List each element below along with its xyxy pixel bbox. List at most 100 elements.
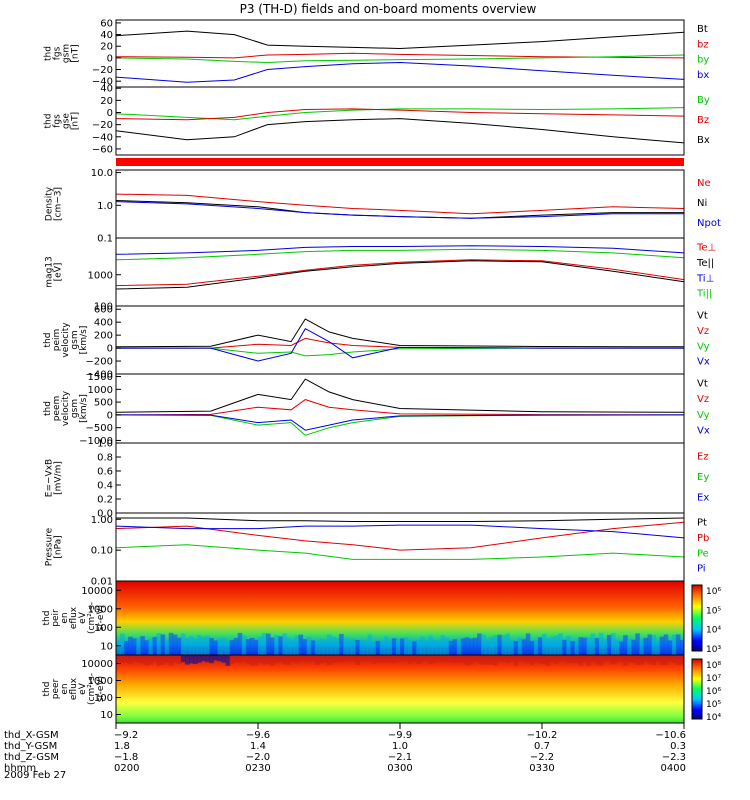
spectrogram-texture [343,655,348,662]
y-tick-label: 0.0 [97,509,113,520]
spectrogram-texture [452,655,458,664]
spectrogram-texture [172,634,178,655]
panel-frame [115,86,685,156]
spectrogram-texture [339,633,344,655]
spectrogram-texture [160,655,166,665]
spectrogram-texture [116,641,121,655]
x-tick-label: −2.3 [662,752,686,763]
spectrogram-texture [610,655,616,665]
spectrogram-texture [517,655,523,661]
spectrogram-texture [651,634,657,655]
spectrogram-texture [197,634,202,655]
spectrogram-texture [282,655,287,665]
legend-e_field-Ez: Ez [697,451,709,462]
spectrogram-texture [525,633,531,655]
spectrogram-texture [193,655,198,665]
x-tick-label: −9.9 [388,730,412,741]
spectrogram-texture [180,633,186,655]
legend-density-Ni: Ni [697,198,707,209]
spectrogram-texture [217,655,222,662]
y-tick-label: 1000 [88,604,113,615]
spectrogram-texture [566,655,571,664]
spectrogram-texture [253,655,259,666]
y-tick-label: 400 [94,318,113,329]
spectrogram-texture [189,655,194,664]
x-tick-label: 1.8 [114,741,130,752]
y-axis-label: thdfgsgse[nT] [44,112,81,130]
y-tick-label: −60 [92,144,113,155]
series-peem_velocity-Vy [115,414,685,436]
spectrogram-texture [558,655,563,661]
y-axis-label-line: [nT] [71,112,81,130]
legend-pressure-Pb: Pb [697,533,709,544]
spectrogram-texture [270,655,275,666]
colorbar [691,584,703,652]
spectrogram-texture [128,655,133,664]
spectrogram-texture [408,640,413,655]
spectrogram-texture [505,633,511,655]
spectrogram-texture [363,655,369,661]
spectrogram-texture [582,655,588,663]
spectrogram-texture [160,634,166,655]
legend-e_field-Ey: Ey [697,472,709,483]
spectrogram-texture [655,655,661,662]
spectrogram-texture [298,655,304,662]
legend-e_field-Ex: Ex [697,493,709,504]
spectrogram-texture [241,655,247,662]
y-axis-label-line: thd [44,114,54,129]
y-axis-label-line: thd [42,682,52,697]
series-density-Ni [115,200,684,219]
spectrogram-texture [176,637,182,655]
spectrogram-texture [400,638,405,655]
y-axis-label-line: thd [42,611,52,626]
y-axis-label-line: (cm²-s- [87,602,97,634]
y-axis-label: Pressure[nPa] [45,527,64,566]
spectrogram-texture [582,637,588,655]
spectrogram-texture [631,655,636,663]
panel-temperature: 1000 100 mag13[eV] Te⊥ Te|| Ti⊥ Ti|| [45,237,716,313]
spectrogram-texture [233,637,239,655]
spectrogram-texture [550,636,555,655]
spectrogram-texture [395,638,401,655]
spectrogram-texture [355,640,360,655]
spectrogram-texture [542,655,547,665]
spectrogram-texture [460,638,466,655]
date-label: 2009 Feb 27 [4,770,66,781]
spectrogram-texture [623,655,628,666]
spectrogram-texture [598,655,604,666]
spectrogram-texture [404,637,409,655]
panel-frame [115,442,685,514]
spectrogram-texture [432,640,438,655]
panel-peim_velocity: 600 400 200 0 −200 −400 thdpeimvelocitygsm[km/… [43,305,710,381]
spectrogram-texture [659,636,665,655]
x-tick-label: −2.2 [530,752,554,763]
spectrogram-texture [671,655,677,663]
spectrogram-texture [322,640,328,655]
spectrogram-texture [456,640,462,655]
spectrogram-texture [460,655,466,663]
spectrogram-texture [266,655,271,664]
spectrogram-texture [258,636,263,655]
spectrogram-texture [416,639,421,655]
y-tick-label: −20 [92,120,113,131]
spectrogram-texture [468,638,474,655]
x-tick-label: 0230 [245,763,270,774]
y-axis-label-line: sr-eV) [96,676,106,702]
y-axis-label-line: [km/s] [79,326,89,355]
spectrogram-texture [501,655,506,661]
spectrogram-texture [306,655,312,663]
y-axis-label-line: fgs [53,114,63,128]
spectrogram-texture [521,639,527,655]
y-tick-label: 10 [100,710,113,721]
spectrogram-texture [448,640,454,655]
spectrogram-texture [679,639,685,655]
x-tick-label: −2.1 [388,752,412,763]
series-pressure-Pe [115,544,685,560]
y-axis-label-line: [mV/m] [54,461,64,495]
legend-peem_velocity-Vt: Vt [697,379,708,390]
legend-pressure-Pt: Pt [697,517,707,528]
spectrogram-texture [659,655,665,665]
panel-peer_eflux: 10000 1000 100 10 thdpeerenefluxeV(cm²-s-sr-… [42,654,721,724]
